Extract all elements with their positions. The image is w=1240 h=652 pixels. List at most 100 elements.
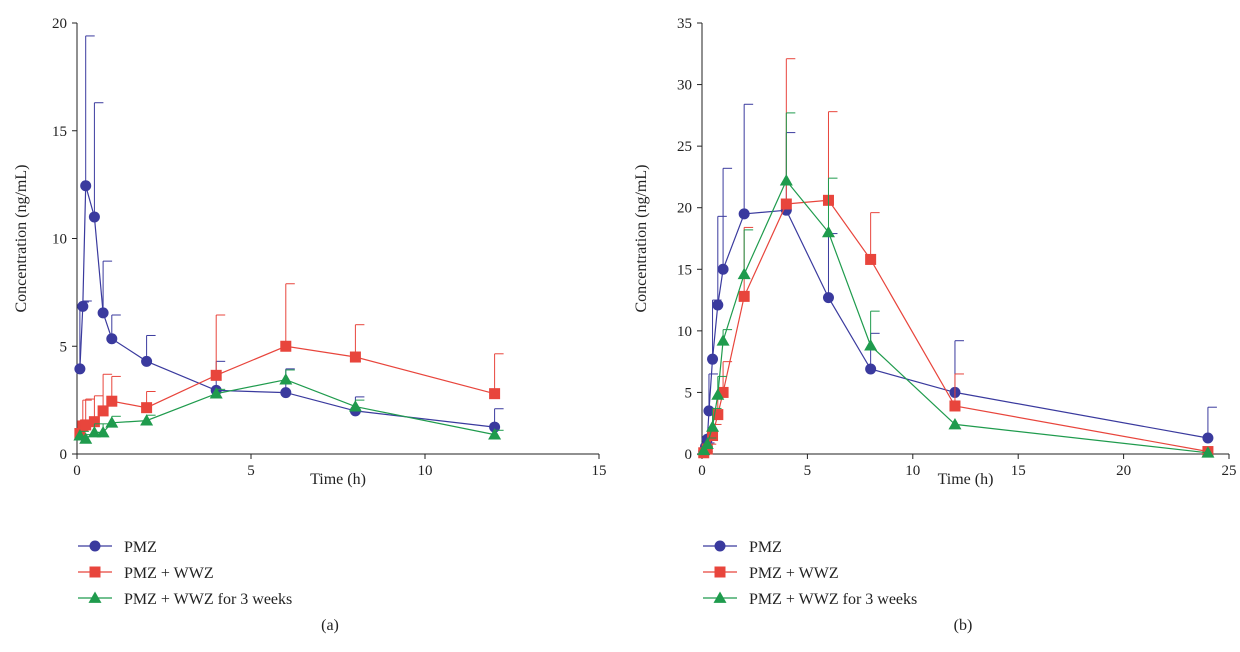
data-point [79, 432, 93, 444]
data-point [716, 334, 730, 346]
x-tick-label: 10 [418, 463, 433, 479]
x-tick-label: 0 [698, 463, 706, 479]
legend-label: PMZ [749, 539, 782, 556]
data-point [712, 299, 724, 311]
y-axis-title: Concentration (ng/mL) [633, 165, 650, 313]
legend-item: PMZ + WWZ for 3 weeks [703, 591, 917, 608]
data-point [279, 373, 293, 385]
data-point [106, 333, 118, 345]
data-point [140, 414, 154, 426]
data-point [105, 416, 119, 428]
legend-label: PMZ [124, 539, 157, 556]
legend-marker [88, 591, 102, 603]
data-point [700, 437, 714, 450]
data-point [738, 208, 750, 220]
data-point [948, 417, 962, 430]
series-2 [697, 112, 1215, 458]
x-tick-label: 5 [247, 463, 255, 479]
legend-item: PMZ + WWZ [703, 565, 839, 582]
data-point [822, 292, 834, 304]
y-tick-label: 0 [60, 447, 68, 463]
data-point [949, 400, 961, 412]
legend-marker [89, 566, 101, 578]
data-point [96, 425, 110, 438]
data-point [489, 388, 501, 400]
legend-marker [89, 540, 101, 552]
legend-item: PMZ + WWZ for 3 weeks [78, 591, 292, 608]
data-point [88, 416, 100, 428]
y-tick-label: 15 [52, 124, 67, 140]
y-tick-label: 20 [677, 201, 692, 217]
data-point [141, 402, 153, 414]
x-tick-label: 0 [73, 463, 81, 479]
data-point [717, 263, 729, 275]
data-point [712, 409, 724, 421]
legend-label: PMZ + WWZ for 3 weeks [749, 591, 917, 608]
series-2 [73, 369, 504, 444]
series-line [703, 209, 1209, 452]
data-point [80, 419, 92, 431]
data-point [209, 387, 223, 399]
series-line [703, 179, 1208, 454]
y-tick-label: 25 [677, 139, 692, 155]
y-tick-label: 10 [52, 232, 67, 248]
x-tick-label: 5 [804, 463, 812, 479]
x-tick-label: 25 [1222, 463, 1237, 479]
series-0 [74, 35, 504, 433]
series-1 [698, 58, 1214, 459]
data-point [737, 267, 751, 280]
legend-label: PMZ + WWZ [749, 565, 839, 582]
x-tick-label: 20 [1116, 463, 1131, 479]
panel-label: (a) [321, 617, 339, 634]
data-point [80, 180, 92, 192]
y-tick-label: 15 [677, 262, 692, 278]
data-point [280, 387, 292, 399]
legend-label: PMZ + WWZ for 3 weeks [124, 591, 292, 608]
y-tick-label: 10 [677, 324, 692, 340]
data-point [97, 307, 109, 319]
chart-panel-a: 0 5 10 15 0 5 10 15 20 Time (h) Concentration (ng/… [13, 16, 607, 634]
chart-panel-b: 0 5 10 15 20 25 0 5 10 15 20 25 30 35 Time (h) Concentr… [633, 16, 1237, 634]
legend-marker [714, 566, 726, 578]
y-tick-label: 5 [685, 385, 693, 401]
data-point [106, 395, 118, 407]
legend-label: PMZ + WWZ [124, 565, 214, 582]
y-axis-title: Concentration (ng/mL) [13, 165, 30, 313]
legend-item: PMZ + WWZ [78, 565, 214, 582]
data-point [717, 386, 729, 398]
x-axis-title: Time (h) [938, 471, 994, 488]
data-point [97, 405, 109, 417]
data-point [738, 290, 750, 302]
legend-marker [713, 591, 727, 603]
x-tick-label: 15 [592, 463, 607, 479]
data-point [210, 369, 222, 381]
legend-marker [714, 540, 726, 552]
legend-item: PMZ [703, 539, 782, 556]
data-point [865, 253, 877, 265]
data-point [349, 351, 361, 363]
data-point [488, 428, 502, 440]
y-tick-label: 30 [677, 78, 692, 94]
data-point [865, 363, 877, 375]
data-point [697, 443, 711, 456]
data-point [707, 353, 719, 365]
series-1 [74, 283, 504, 440]
data-point [701, 443, 713, 455]
data-point [780, 198, 792, 210]
y-tick-label: 20 [52, 16, 67, 32]
data-point [864, 339, 878, 351]
data-point [821, 225, 835, 238]
data-point [779, 174, 793, 186]
data-point [706, 420, 720, 432]
y-tick-label: 0 [685, 447, 693, 463]
data-point [707, 430, 719, 442]
data-point [87, 425, 101, 438]
data-point [1202, 432, 1214, 444]
data-point [77, 300, 89, 312]
x-tick-label: 15 [1011, 463, 1026, 479]
x-axis-title: Time (h) [310, 471, 366, 488]
panel-label: (b) [954, 617, 973, 634]
data-point [1201, 446, 1215, 458]
data-point [703, 405, 715, 417]
